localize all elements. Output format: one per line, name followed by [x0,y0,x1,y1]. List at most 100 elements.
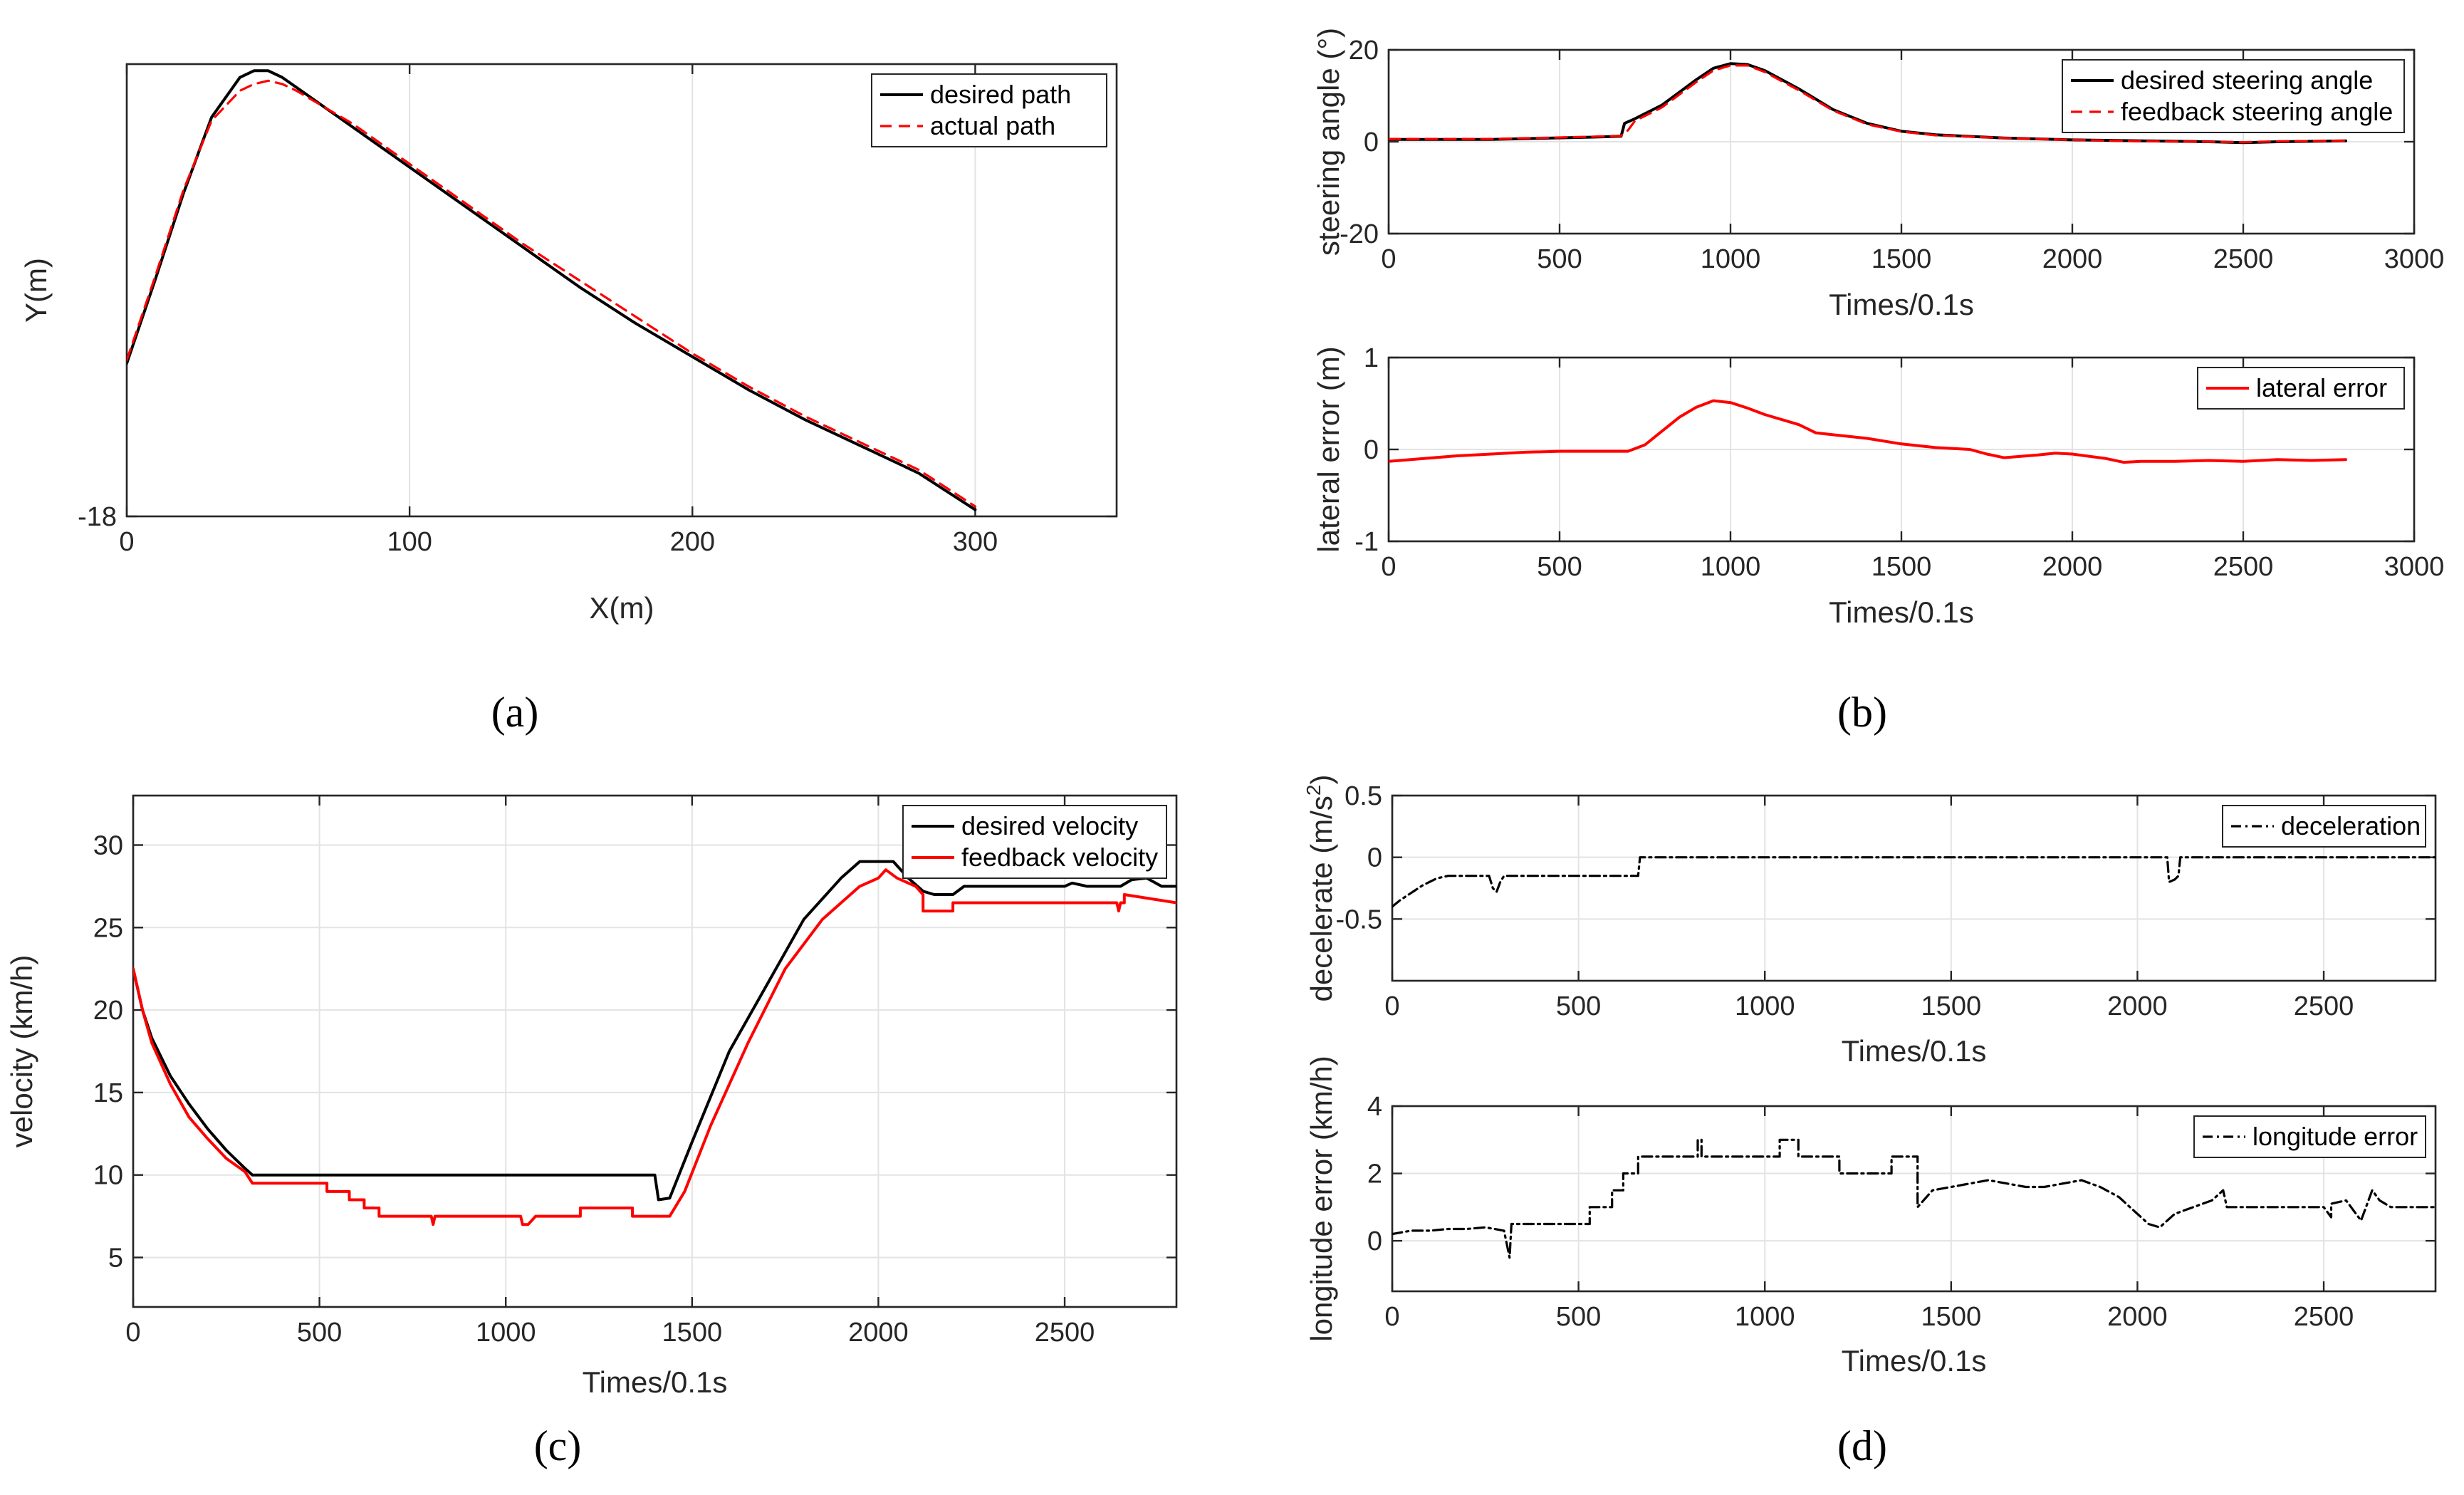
series-group [127,69,977,511]
plot-frame [1387,48,2416,235]
chart-lateral-error: 0 500 1000 1500 2000 2500 3000-101Times/0.1sla… [1312,343,2444,629]
x-tick-label: 500 [1556,991,1601,1021]
panel-label-d: (d) [1837,1422,1887,1469]
panel-label-c: (c) [534,1422,582,1469]
y-tick-label: 5 [108,1244,123,1273]
legend: deceleration [2222,805,2426,848]
x-tick-label: 0 [1384,1302,1399,1332]
series-line-actual-path [127,79,977,508]
y-tick-label: 2 [1367,1160,1382,1189]
legend-label-desired-velocity: desired velocity [961,811,1138,840]
legend-label-lateral-error: lateral error [2256,373,2387,402]
x-tick-label: 2000 [2107,1302,2168,1332]
legend-label-desired-steering-angle: desired steering angle [2121,66,2373,95]
x-tick-label: 2500 [2294,991,2354,1021]
x-tick-label: 2000 [2042,552,2103,582]
y-axis-label-end: ) [1305,774,1338,784]
series-group [1392,856,2436,908]
plot-frame [132,794,1178,1308]
series-group [133,860,1176,1226]
x-tick-label: 3000 [2384,244,2445,274]
y-axis-label-superscript: 2 [1303,784,1325,796]
y-tick-label: -18 [78,502,117,532]
x-tick-label: 2500 [1035,1318,1095,1348]
legend-label-longitude-error: longitude error [2252,1122,2418,1151]
y-axis-label: Y(m) [19,258,53,323]
y-tick-label: 15 [93,1078,123,1108]
x-tick-label: 1500 [1921,991,1982,1021]
x-axis-label: Times/0.1s [1842,1344,1987,1377]
x-tick-label: 0 [119,527,134,557]
x-tick-label: 100 [387,527,432,557]
x-tick-label: 1000 [1735,991,1795,1021]
y-tick-label: 1 [1364,343,1379,373]
x-tick-label: 0 [1384,991,1399,1021]
chart-longitude-error: 0 500 1000 1500 2000 2500 0 2 4 Times/0.1s longitu… [1305,1056,2437,1377]
x-axis-label: Times/0.1s [583,1365,728,1399]
series-group [1389,399,2347,464]
x-tick-label: 1500 [662,1318,723,1348]
legend-label-feedback-steering-angle: feedback steering angle [2121,97,2393,126]
x-tick-label: 0 [125,1318,140,1348]
y-tick-label: 20 [1349,36,1379,66]
panel-label-a: (a) [491,689,539,736]
plot-frame [125,63,1118,518]
x-tick-label: 2500 [2213,552,2274,582]
plot-area [132,794,1178,1308]
x-tick-label: 2000 [2042,244,2103,274]
legend-label-actual-path: actual path [930,111,1055,140]
x-tick-label: 3000 [2384,552,2445,582]
chart-steering-angle: 0 500 1000 1500 2000 2500 3000-20020Times/0.1s… [1312,28,2444,321]
y-tick-label: 0 [1364,127,1379,157]
x-tick-label: 500 [1556,1302,1601,1332]
x-tick-label: 1000 [1735,1302,1795,1332]
series-line-longitude-error [1392,1138,2436,1259]
legend-box [2062,59,2405,133]
x-axis-label: Times/0.1s [1842,1034,1987,1068]
legend: lateral error [2197,367,2405,410]
y-tick-label: 0 [1364,435,1379,465]
y-tick-label: -1 [1354,527,1379,557]
y-axis-label: lateral error (m) [1312,346,1345,552]
x-axis-label: X(m) [590,591,654,625]
y-axis-label: velocity (km/h) [5,955,38,1148]
y-axis-label: longitude error (km/h) [1305,1056,1338,1341]
x-tick-label: 1000 [1701,244,1761,274]
legend-label-feedback-velocity: feedback velocity [961,843,1158,872]
chart-deceleration: 0 500 1000 1500 2000 2500 -0.5 0 0.5 Times/0.1s de… [1303,774,2437,1068]
x-tick-label: 1500 [1921,1302,1982,1332]
x-axis-label: Times/0.1s [1829,288,1974,321]
x-tick-label: 300 [953,527,998,557]
y-tick-label: 20 [93,996,123,1026]
y-tick-label: 0.5 [1345,781,1382,811]
x-tick-label: 2500 [2213,244,2274,274]
x-tick-label: 0 [1381,552,1396,582]
legend-box [902,805,1167,879]
x-tick-label: 500 [1537,552,1582,582]
x-tick-label: 500 [1537,244,1582,274]
x-tick-label: 1500 [1872,244,1932,274]
x-tick-label: 0 [1381,244,1396,274]
y-tick-label: 25 [93,913,123,943]
x-tick-label: 1000 [1701,552,1761,582]
chart-velocity: 0 500 1000 1500 2000 2500 5 10 15 20 25 30 Times/0.1… [5,794,1178,1399]
x-tick-label: 1000 [476,1318,536,1348]
plot-frame [1387,356,2416,543]
y-tick-label: 4 [1367,1092,1382,1122]
plot-frame [1391,794,2437,982]
x-tick-label: 500 [297,1318,342,1348]
y-tick-label: 0 [1367,843,1382,873]
x-tick-label: 2000 [2107,991,2168,1021]
y-axis-label: steering angle (°) [1312,28,1345,256]
x-tick-label: 2500 [2294,1302,2354,1332]
legend-label-desired-path: desired path [930,80,1071,109]
y-tick-label: 0 [1367,1226,1382,1256]
y-axis-label: decelerate (m/s2) [1303,774,1338,1001]
series-line-deceleration [1392,856,2436,908]
x-axis-label: Times/0.1s [1829,595,1974,629]
series-group [1392,1138,2436,1259]
y-tick-label: 10 [93,1161,123,1191]
